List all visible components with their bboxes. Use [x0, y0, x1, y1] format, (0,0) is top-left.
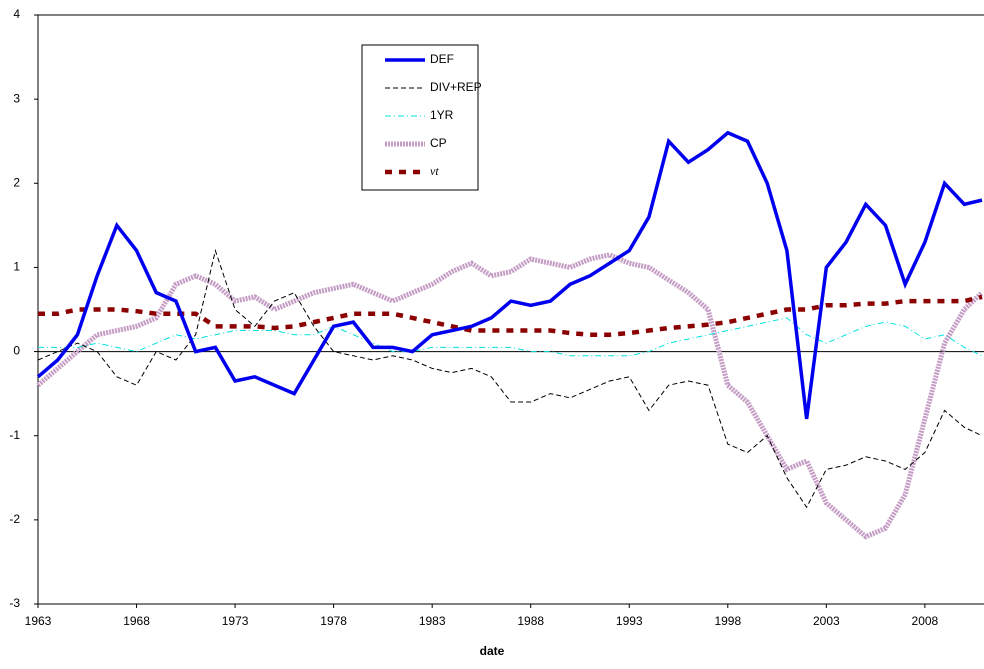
y-tick-label: 1	[13, 260, 20, 274]
legend-label: DIV+REP	[430, 80, 482, 94]
x-tick-label: 1993	[616, 614, 643, 628]
y-tick-label: 3	[13, 91, 20, 105]
x-axis-label: date	[480, 644, 505, 658]
y-tick-label: 0	[13, 344, 20, 358]
legend-box	[361, 44, 479, 191]
x-tick-label: 1988	[517, 614, 544, 628]
legend-label: DEF	[430, 52, 454, 66]
series-line	[38, 294, 983, 337]
series-line	[36, 130, 983, 420]
x-tick-label: 1983	[419, 614, 446, 628]
y-tick-label: -3	[9, 596, 20, 610]
x-tick-label: 2003	[813, 614, 840, 628]
x-tick-label: 1978	[320, 614, 347, 628]
x-tick-label: 1973	[222, 614, 249, 628]
y-tick-label: -1	[9, 428, 20, 442]
x-tick-label: 1968	[123, 614, 150, 628]
x-tick-label: 2008	[912, 614, 939, 628]
y-tick-label: -2	[9, 512, 20, 526]
y-tick-label: 2	[13, 175, 20, 189]
series-line	[38, 317, 983, 357]
x-tick-label: 1998	[714, 614, 741, 628]
x-tick-label: 1963	[25, 614, 52, 628]
series-line	[37, 248, 983, 509]
legend-label: 1YR	[430, 108, 454, 122]
legend-label: CP	[430, 136, 447, 150]
y-tick-label: 4	[13, 7, 20, 21]
legend-label: νt	[430, 164, 439, 178]
series-line	[36, 252, 984, 540]
